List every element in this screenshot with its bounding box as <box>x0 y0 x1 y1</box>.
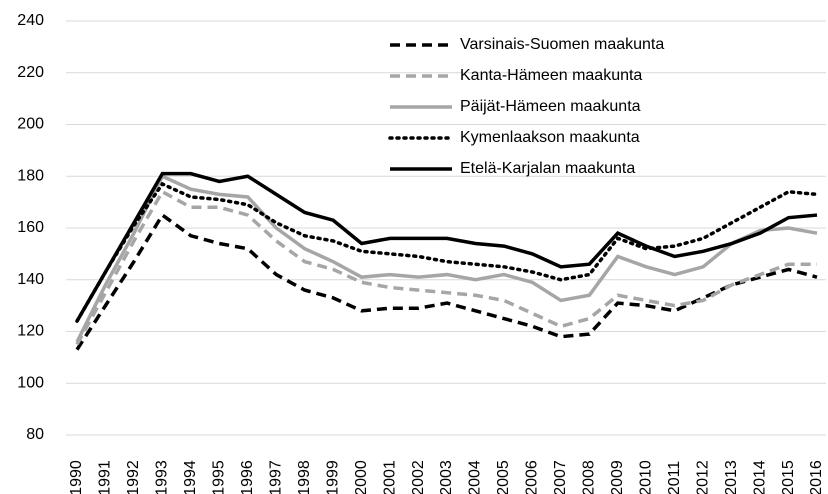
x-tick-label: 2016 <box>808 460 825 494</box>
series-line <box>75 173 818 343</box>
x-tick-label: 2008 <box>581 460 598 494</box>
y-tick-label: 100 <box>17 374 44 391</box>
y-tick-label: 160 <box>17 219 44 236</box>
series-line <box>75 189 817 346</box>
x-tick-label: 2009 <box>609 460 626 494</box>
x-tick-label: 1997 <box>267 460 284 494</box>
x-tick-label: 2013 <box>723 460 740 494</box>
x-tick-label: 1996 <box>239 460 256 494</box>
x-tick-label: 2000 <box>353 460 370 494</box>
x-tick-label: 2003 <box>438 460 455 494</box>
x-tick-label: 2011 <box>666 461 683 494</box>
x-tick-label: 1993 <box>154 460 171 494</box>
legend-label: Etelä-Karjalan maakunta <box>460 160 635 177</box>
legend-label: Päijät-Hämeen maakunta <box>460 98 641 115</box>
x-tick-label: 1999 <box>324 460 341 494</box>
legend-label: Varsinais-Suomen maakunta <box>460 36 664 53</box>
x-tick-label: 1990 <box>68 460 85 494</box>
series-line <box>75 212 818 351</box>
y-tick-label: 240 <box>17 12 44 29</box>
legend-label: Kanta-Hämeen maakunta <box>460 67 642 84</box>
x-tick-label: 2002 <box>410 460 427 494</box>
x-tick-label: 2005 <box>495 460 512 494</box>
series-line <box>75 171 818 323</box>
x-tick-label: 1994 <box>182 460 199 494</box>
x-tick-label: 2010 <box>637 460 654 494</box>
x-tick-label: 2015 <box>780 460 797 494</box>
y-tick-label: 200 <box>17 116 44 133</box>
y-tick-label: 220 <box>17 64 44 81</box>
x-tick-label: 2012 <box>694 460 711 494</box>
x-tick-label: 1995 <box>211 460 228 494</box>
x-tick-label: 1992 <box>125 460 142 494</box>
x-tick-label: 1991 <box>97 460 114 494</box>
x-tick-label: 2014 <box>751 460 768 494</box>
legend-label: Kymenlaakson maakunta <box>460 129 640 146</box>
y-tick-label: 180 <box>17 167 44 184</box>
y-tick-label: 140 <box>17 271 44 288</box>
series-line <box>75 181 819 323</box>
x-tick-label: 2001 <box>381 460 398 494</box>
x-tick-label: 2007 <box>552 460 569 494</box>
y-tick-label: 80 <box>26 426 44 443</box>
x-tick-label: 1998 <box>296 460 313 494</box>
x-tick-label: 2006 <box>524 460 541 494</box>
x-tick-label: 2004 <box>467 460 484 494</box>
y-tick-label: 120 <box>17 323 44 340</box>
